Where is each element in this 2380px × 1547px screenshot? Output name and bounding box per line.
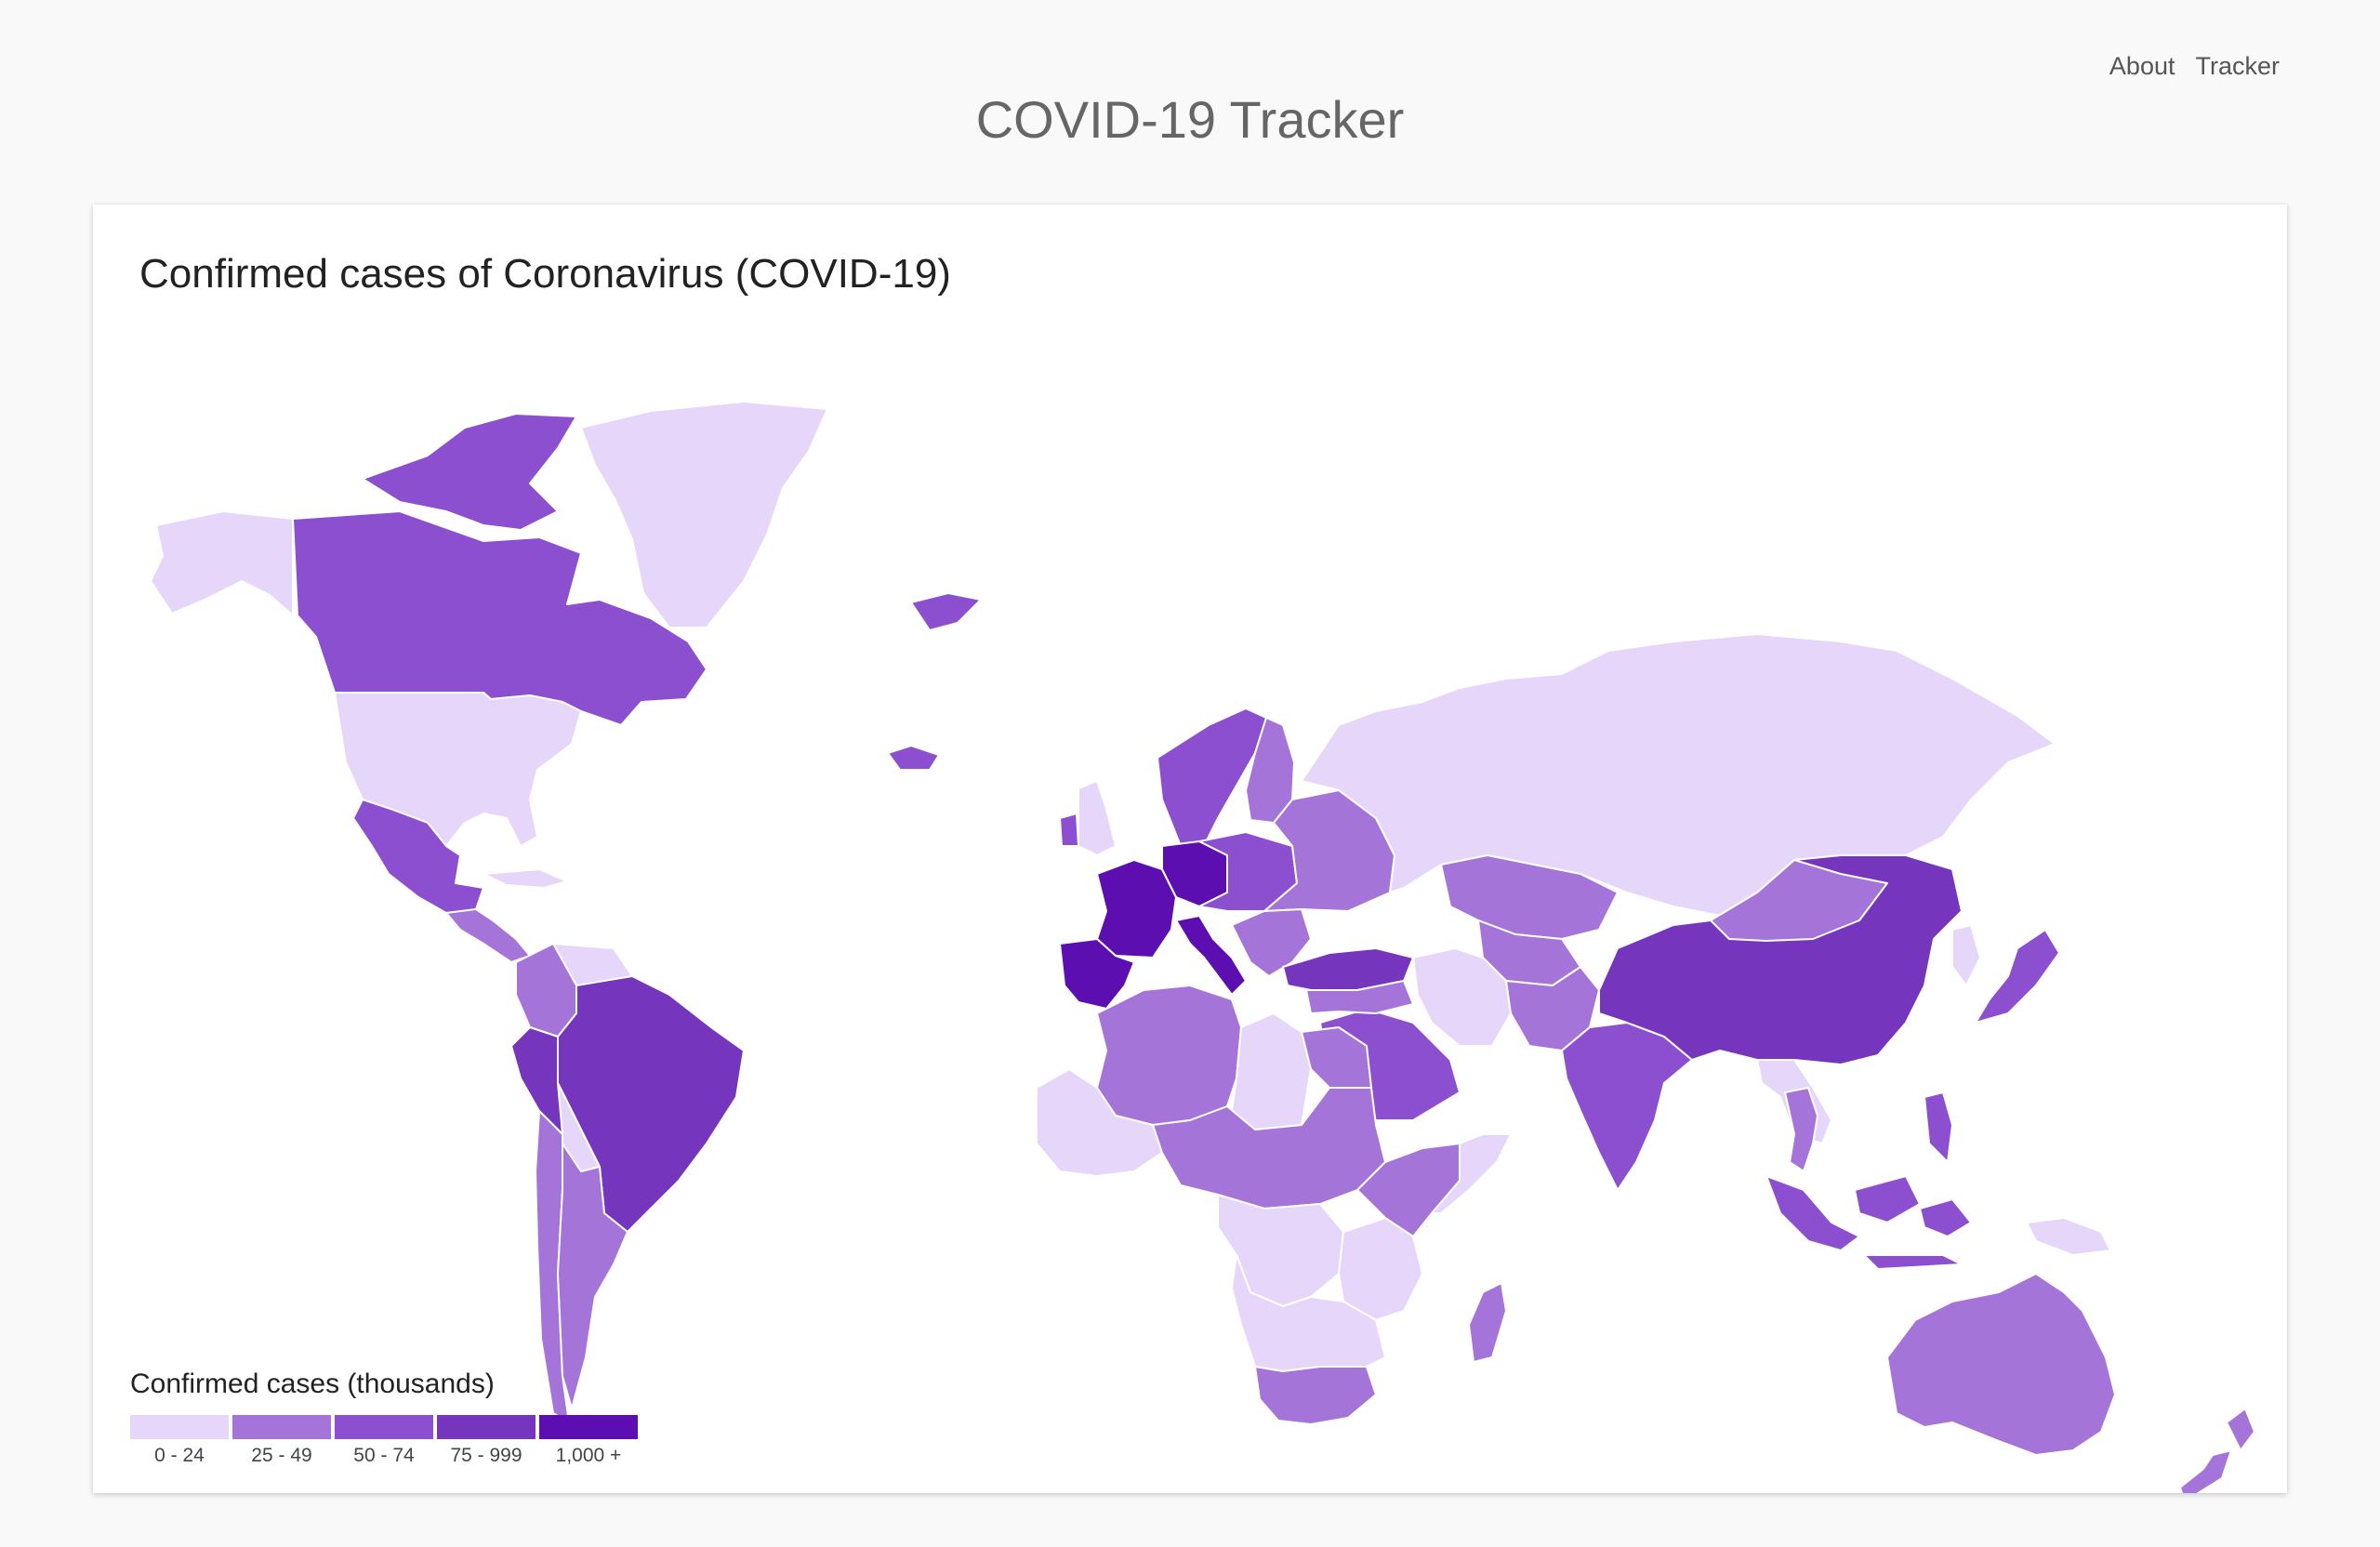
region-balkans[interactable] — [1231, 908, 1312, 977]
region-south-africa[interactable] — [1254, 1366, 1377, 1425]
legend-title: Confirmed cases (thousands) — [130, 1368, 495, 1399]
region-canada-arctic-islands[interactable] — [362, 413, 577, 531]
card-title: Confirmed cases of Coronavirus (COVID-19… — [139, 251, 951, 297]
region-iberia[interactable] — [1059, 938, 1135, 1010]
region-mexico[interactable] — [352, 799, 484, 914]
region-southern-africa[interactable] — [1231, 1254, 1386, 1372]
region-indonesia[interactable] — [1765, 1175, 1972, 1270]
nav-link-tracker[interactable]: Tracker — [2195, 52, 2280, 80]
region-central-europe[interactable] — [1198, 831, 1298, 912]
region-philippines[interactable] — [1924, 1091, 1953, 1163]
legend-item: 0 - 24 — [130, 1415, 229, 1467]
legend-swatch — [539, 1415, 638, 1439]
region-korea[interactable] — [1951, 924, 1981, 986]
region-russia[interactable] — [1301, 633, 2056, 917]
legend-item: 75 - 999 — [437, 1415, 536, 1467]
region-iceland[interactable] — [887, 745, 940, 771]
top-nav: About Tracker — [2109, 52, 2280, 81]
region-cuba[interactable] — [483, 868, 568, 889]
legend-label: 75 - 999 — [450, 1445, 522, 1466]
region-kazakhstan[interactable] — [1440, 854, 1619, 940]
legend-item: 50 - 74 — [335, 1415, 433, 1467]
region-somalia[interactable] — [1431, 1133, 1512, 1214]
legend-label: 1,000 + — [555, 1445, 622, 1466]
region-india[interactable] — [1561, 1022, 1693, 1191]
legend-swatch — [130, 1415, 229, 1439]
legend-swatches: 0 - 24 25 - 49 50 - 74 75 - 999 1,000 + — [130, 1415, 638, 1467]
region-svalbard[interactable] — [910, 592, 982, 631]
region-north-africa[interactable] — [1096, 985, 1242, 1126]
region-japan[interactable] — [1975, 929, 2060, 1024]
region-italy[interactable] — [1175, 915, 1247, 996]
legend-item: 25 - 49 — [232, 1415, 331, 1467]
map-legend: Confirmed cases (thousands) 0 - 24 25 - … — [130, 1368, 638, 1467]
region-mongolia[interactable] — [1710, 859, 1888, 942]
region-central-america[interactable] — [445, 908, 531, 963]
region-papua-new-guinea[interactable] — [2026, 1217, 2111, 1256]
region-uk[interactable] — [1078, 780, 1117, 856]
region-sahel[interactable] — [1152, 1087, 1386, 1210]
site-title: COVID-19 Tracker — [975, 90, 1405, 149]
legend-swatch — [232, 1415, 331, 1439]
region-scandinavia[interactable] — [1157, 707, 1267, 847]
legend-swatch — [335, 1415, 433, 1439]
map-card: Confirmed cases of Coronavirus (COVID-19… — [93, 205, 2287, 1493]
region-australia[interactable] — [1886, 1273, 2116, 1456]
region-alaska[interactable] — [150, 510, 294, 616]
region-thailand[interactable] — [1784, 1087, 1818, 1172]
legend-label: 0 - 24 — [154, 1445, 205, 1466]
legend-label: 25 - 49 — [251, 1445, 312, 1466]
world-choropleth-map — [150, 401, 2255, 1493]
region-middle-east[interactable] — [1305, 980, 1414, 1014]
region-iran[interactable] — [1412, 947, 1512, 1047]
region-ireland[interactable] — [1059, 813, 1079, 847]
nav-link-about[interactable]: About — [2109, 52, 2175, 80]
region-madagascar[interactable] — [1468, 1282, 1507, 1363]
legend-item: 1,000 + — [539, 1415, 638, 1467]
region-new-zealand[interactable] — [2179, 1408, 2255, 1493]
region-argentina[interactable] — [557, 1143, 628, 1409]
region-libya[interactable] — [1231, 1012, 1312, 1130]
region-greenland[interactable] — [580, 401, 828, 628]
region-france[interactable] — [1096, 859, 1177, 959]
legend-swatch — [437, 1415, 536, 1439]
legend-label: 50 - 74 — [353, 1445, 415, 1466]
